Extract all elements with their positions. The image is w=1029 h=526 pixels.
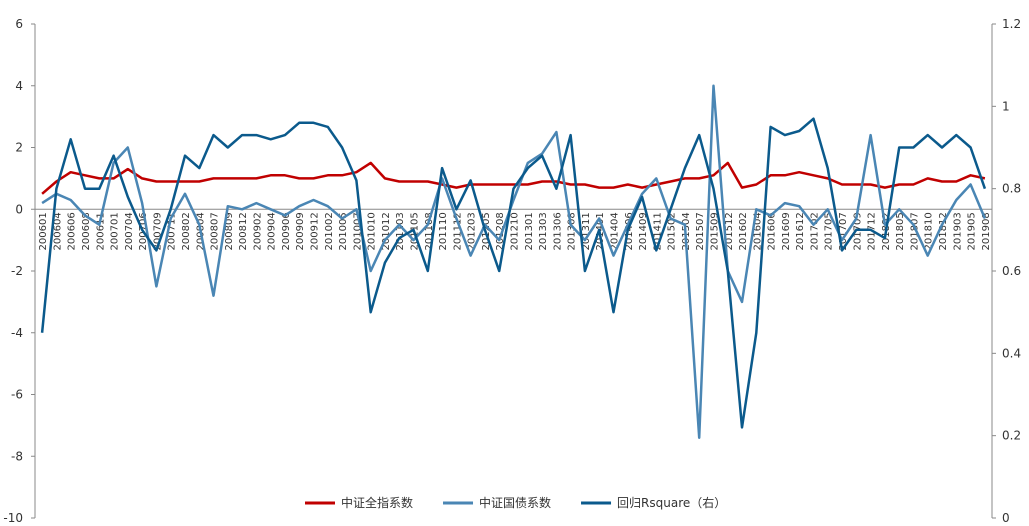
legend-label: 中证国债系数 — [479, 495, 551, 510]
x-tick-label: 200606 — [67, 212, 78, 250]
x-tick-label: 201905 — [967, 212, 978, 250]
x-tick-label: 201411 — [652, 212, 663, 250]
x-tick-label: 201409 — [638, 212, 649, 250]
x-tick-label: 201807 — [909, 212, 920, 250]
y2-tick-label: 1 — [1002, 99, 1010, 113]
y-tick-label: 4 — [15, 79, 23, 93]
x-tick-label: 201108 — [424, 212, 435, 250]
x-tick-label: 200608 — [81, 212, 92, 250]
x-tick-label: 201110 — [438, 212, 449, 250]
x-tick-label: 201812 — [938, 212, 949, 250]
x-tick-label: 201306 — [552, 212, 563, 250]
x-tick-label: 201702 — [809, 212, 820, 250]
x-tick-label: 200601 — [38, 212, 49, 250]
y2-tick-label: 0.4 — [1002, 346, 1021, 360]
y-tick-label: -10 — [3, 511, 23, 522]
x-tick-label: 201203 — [467, 212, 478, 250]
x-tick-label: 201903 — [952, 212, 963, 250]
x-tick-label: 201002 — [324, 212, 335, 250]
x-tick-label: 201709 — [852, 212, 863, 250]
x-tick-label: 200904 — [267, 212, 278, 250]
y2-tick-label: 0.2 — [1002, 429, 1021, 443]
legend-label: 中证全指系数 — [341, 495, 413, 510]
x-tick-label: 201509 — [709, 212, 720, 250]
x-tick-label: 201303 — [538, 212, 549, 250]
x-tick-label: 200611 — [95, 212, 106, 250]
x-tick-label: 201609 — [781, 212, 792, 250]
y2-tick-label: 1.2 — [1002, 17, 1021, 31]
x-tick-label: 200906 — [281, 212, 292, 250]
x-tick-label: 201112 — [452, 212, 463, 250]
x-tick-label: 200709 — [152, 212, 163, 250]
x-tick-label: 200802 — [181, 212, 192, 250]
x-tick-label: 200604 — [52, 212, 63, 250]
x-tick-label: 200704 — [124, 212, 135, 250]
x-tick-label: 201707 — [838, 212, 849, 250]
x-tick-label: 200807 — [210, 212, 221, 250]
series-line — [41, 161, 986, 195]
x-tick-label: 201810 — [924, 212, 935, 250]
x-tick-label: 201604 — [752, 212, 763, 250]
x-tick-label: 201612 — [795, 212, 806, 250]
legend-label: 回归Rsquare（右） — [617, 495, 726, 510]
x-tick-label: 201308 — [567, 212, 578, 250]
x-tick-label: 200909 — [295, 212, 306, 250]
y-tick-label: 6 — [15, 17, 23, 31]
x-tick-label: 201908 — [981, 212, 992, 250]
x-tick-label: 201602 — [738, 212, 749, 250]
y2-tick-label: 0 — [1002, 511, 1010, 522]
y2-tick-label: 0.6 — [1002, 264, 1021, 278]
series-line — [41, 84, 987, 439]
x-tick-label: 201012 — [381, 212, 392, 250]
series-line — [40, 117, 987, 429]
x-tick-label: 201103 — [395, 212, 406, 250]
y-tick-label: -6 — [11, 388, 23, 402]
y-tick-label: 2 — [15, 141, 23, 155]
x-tick-label: 201512 — [724, 212, 735, 250]
x-tick-label: 201005 — [338, 212, 349, 250]
x-tick-label: 201805 — [895, 212, 906, 250]
x-tick-label: 201301 — [524, 212, 535, 250]
x-tick-label: 201404 — [609, 212, 620, 250]
x-tick-label: 200711 — [167, 212, 178, 250]
x-tick-label: 200902 — [252, 212, 263, 250]
x-tick-label: 201406 — [624, 212, 635, 250]
x-tick-label: 200912 — [310, 212, 321, 250]
x-tick-label: 201010 — [367, 212, 378, 250]
y-tick-label: 0 — [15, 202, 23, 216]
x-tick-label: 200809 — [224, 212, 235, 250]
x-tick-label: 201007 — [352, 212, 363, 250]
x-tick-label: 200812 — [238, 212, 249, 250]
y-tick-label: -4 — [11, 326, 23, 340]
y-tick-label: -8 — [11, 449, 23, 463]
x-tick-label: 201507 — [695, 212, 706, 250]
x-tick-label: 201311 — [581, 212, 592, 250]
y-tick-label: -2 — [11, 264, 23, 278]
x-tick-label: 201210 — [510, 212, 521, 250]
x-tick-label: 200701 — [110, 212, 121, 250]
x-tick-label: 201606 — [767, 212, 778, 250]
x-tick-label: 201208 — [495, 212, 506, 250]
y2-tick-label: 0.8 — [1002, 182, 1021, 196]
x-tick-label: 201502 — [667, 212, 678, 250]
x-tick-label: 201705 — [824, 212, 835, 250]
